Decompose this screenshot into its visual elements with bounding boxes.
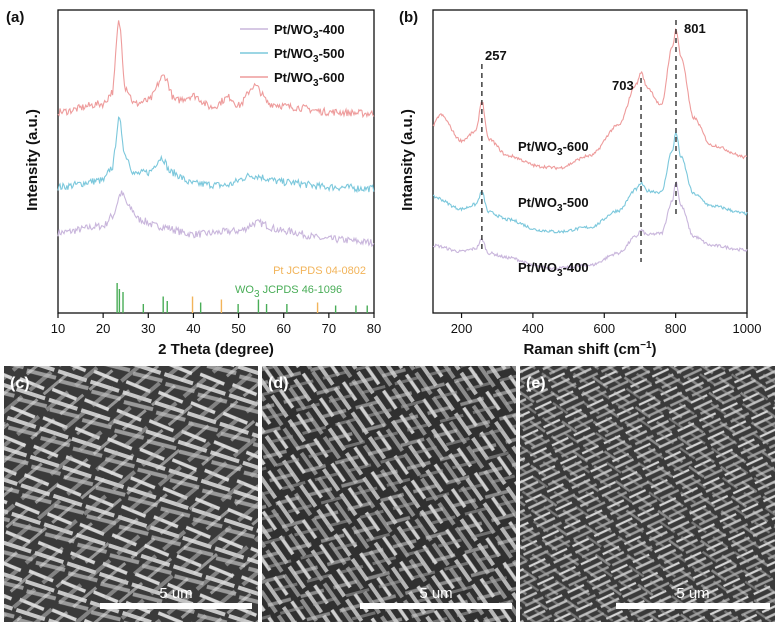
xrd-x-axis: 10 20 30 40 50 60 70 80 — [51, 313, 381, 336]
xrd-series-line-2 — [57, 20, 375, 119]
raman-series — [432, 27, 748, 271]
raman-series-line-0 — [432, 180, 748, 271]
raman-series-label: Pt/WO3-400 — [518, 260, 589, 279]
raman-x-tick-label: 800 — [665, 321, 687, 336]
scale-bar-e — [616, 603, 770, 609]
panel-label-e: (e) — [526, 375, 546, 392]
xrd-x-axis-label: 2 Theta (degree) — [158, 341, 274, 358]
raman-peak-markers — [481, 20, 677, 262]
xrd-x-tick-label: 20 — [96, 321, 110, 336]
xrd-x-tick-label: 60 — [276, 321, 290, 336]
raman-x-tick-label: 200 — [451, 321, 473, 336]
xrd-pt-reference-label: Pt JCPDS 04-0802 — [273, 265, 366, 277]
xrd-x-tick-label: 80 — [367, 321, 381, 336]
xrd-series — [57, 20, 375, 248]
xrd-reference-labels: Pt JCPDS 04-0802 WO3 JCPDS 46-1096 — [235, 265, 366, 300]
raman-panel: (b) 200 400 600 800 1000 Raman shift (cm−1) … — [399, 9, 761, 358]
raman-series-labels: Pt/WO3-400 Pt/WO3-500 Pt/WO3-600 — [518, 139, 589, 279]
xrd-y-axis-label: Intensity (a.u.) — [24, 109, 41, 211]
panel-label-d: (d) — [268, 375, 288, 392]
xrd-series-line-0 — [57, 190, 375, 248]
sem-image-d: (d) 5 um — [262, 366, 516, 622]
xrd-series-line-1 — [57, 116, 375, 194]
raman-x-tick-label: 1000 — [733, 321, 762, 336]
raman-x-axis-label: Raman shift (cm−1) — [523, 340, 656, 358]
xrd-x-tick-label: 40 — [186, 321, 200, 336]
xrd-x-tick-label: 70 — [322, 321, 336, 336]
xrd-legend-entry: Pt/WO3-400 — [274, 22, 345, 41]
xrd-x-tick-label: 50 — [231, 321, 245, 336]
raman-x-axis: 200 400 600 800 1000 — [451, 313, 762, 336]
raman-series-label: Pt/WO3-500 — [518, 195, 589, 214]
panel-label-c: (c) — [10, 375, 30, 392]
raman-peak-label: 703 — [612, 78, 634, 93]
scale-bar-d — [360, 603, 512, 609]
panel-label-a: (a) — [6, 9, 24, 26]
xrd-legend-entry: Pt/WO3-600 — [274, 70, 345, 89]
sem-image-c: (c) 5 um — [4, 366, 258, 622]
raman-series-line-1 — [432, 132, 748, 234]
scale-bar-label-e: 5 um — [676, 585, 709, 602]
scale-bar-label-d: 5 um — [419, 585, 452, 602]
raman-series-line-2 — [432, 27, 748, 171]
raman-y-axis-label: Intansity (a.u.) — [399, 109, 416, 211]
raman-plot-frame — [432, 9, 748, 314]
xrd-reference-lines — [116, 283, 368, 313]
scale-bar-label-c: 5 um — [159, 585, 192, 602]
raman-peak-label: 257 — [485, 48, 507, 63]
raman-annotations: 257 703 801 — [485, 21, 706, 93]
raman-peak-label: 801 — [684, 21, 706, 36]
xrd-x-tick-label: 10 — [51, 321, 65, 336]
panel-label-b: (b) — [399, 9, 418, 26]
xrd-wo3-reference-label: WO3 JCPDS 46-1096 — [235, 284, 342, 300]
raman-x-tick-label: 600 — [593, 321, 615, 336]
raman-x-tick-label: 400 — [522, 321, 544, 336]
sem-image-e: (e) 5 um — [520, 366, 775, 622]
scale-bar-c — [100, 603, 252, 609]
xrd-legend: Pt/WO3-400 Pt/WO3-500 Pt/WO3-600 — [240, 22, 345, 89]
raman-series-label: Pt/WO3-600 — [518, 139, 589, 158]
xrd-x-tick-label: 30 — [141, 321, 155, 336]
xrd-panel: (a) 10 20 30 40 50 60 70 80 2 Theta (degree) In… — [6, 9, 381, 358]
xrd-legend-entry: Pt/WO3-500 — [274, 46, 345, 65]
xrd-plot-frame — [57, 9, 375, 314]
